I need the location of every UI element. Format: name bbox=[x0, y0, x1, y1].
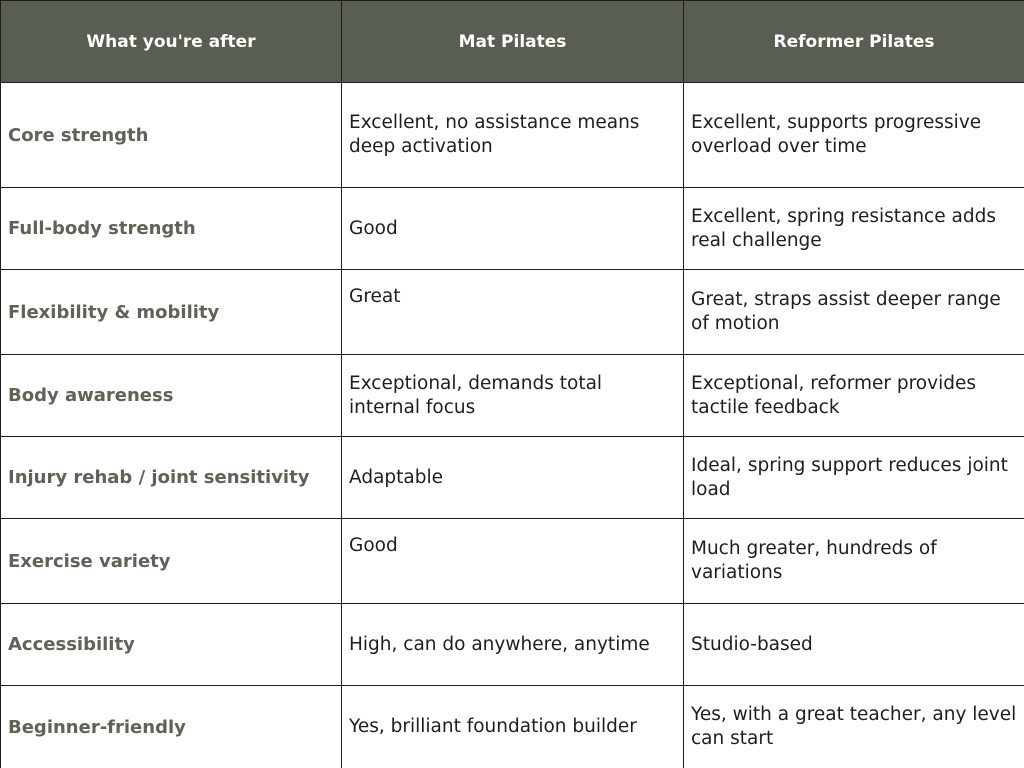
mat-pilates-cell: Good bbox=[341, 518, 684, 604]
table-row: Injury rehab / joint sensitivity Adaptab… bbox=[0, 436, 1024, 519]
table-row: Full-body strength Good Excellent, sprin… bbox=[0, 187, 1024, 270]
reformer-pilates-cell: Excellent, spring resistance adds real c… bbox=[683, 187, 1024, 270]
row-label: Injury rehab / joint sensitivity bbox=[0, 436, 342, 519]
mat-pilates-cell: Yes, brilliant foundation builder bbox=[341, 685, 684, 768]
mat-pilates-cell: Great bbox=[341, 269, 684, 355]
mat-pilates-cell: Adaptable bbox=[341, 436, 684, 519]
row-label: Exercise variety bbox=[0, 518, 342, 604]
table-row: Accessibility High, can do anywhere, any… bbox=[0, 603, 1024, 686]
table-body: Core strength Excellent, no assistance m… bbox=[0, 82, 1024, 768]
table-row: Beginner-friendly Yes, brilliant foundat… bbox=[0, 685, 1024, 768]
column-header-reformer-pilates: Reformer Pilates bbox=[683, 0, 1024, 83]
table-row: Flexibility & mobility Great Great, stra… bbox=[0, 269, 1024, 355]
table-row: Core strength Excellent, no assistance m… bbox=[0, 82, 1024, 188]
row-label: Core strength bbox=[0, 82, 342, 188]
reformer-pilates-cell: Exceptional, reformer provides tactile f… bbox=[683, 354, 1024, 437]
table-row: Exercise variety Good Much greater, hund… bbox=[0, 518, 1024, 604]
mat-pilates-cell: High, can do anywhere, anytime bbox=[341, 603, 684, 686]
header-row: What you're after Mat Pilates Reformer P… bbox=[0, 0, 1024, 83]
mat-pilates-cell: Good bbox=[341, 187, 684, 270]
mat-pilates-cell: Exceptional, demands total internal focu… bbox=[341, 354, 684, 437]
reformer-pilates-cell: Great, straps assist deeper range of mot… bbox=[683, 269, 1024, 355]
reformer-pilates-cell: Yes, with a great teacher, any level can… bbox=[683, 685, 1024, 768]
column-header-what-youre-after: What you're after bbox=[0, 0, 342, 83]
row-label: Full-body strength bbox=[0, 187, 342, 270]
table-row: Body awareness Exceptional, demands tota… bbox=[0, 354, 1024, 437]
reformer-pilates-cell: Studio-based bbox=[683, 603, 1024, 686]
table-header: What you're after Mat Pilates Reformer P… bbox=[0, 0, 1024, 83]
mat-pilates-cell: Excellent, no assistance means deep acti… bbox=[341, 82, 684, 188]
reformer-pilates-cell: Much greater, hundreds of variations bbox=[683, 518, 1024, 604]
column-header-mat-pilates: Mat Pilates bbox=[341, 0, 684, 83]
row-label: Beginner-friendly bbox=[0, 685, 342, 768]
reformer-pilates-cell: Excellent, supports progressive overload… bbox=[683, 82, 1024, 188]
reformer-pilates-cell: Ideal, spring support reduces joint load bbox=[683, 436, 1024, 519]
row-label: Body awareness bbox=[0, 354, 342, 437]
row-label: Accessibility bbox=[0, 603, 342, 686]
row-label: Flexibility & mobility bbox=[0, 269, 342, 355]
